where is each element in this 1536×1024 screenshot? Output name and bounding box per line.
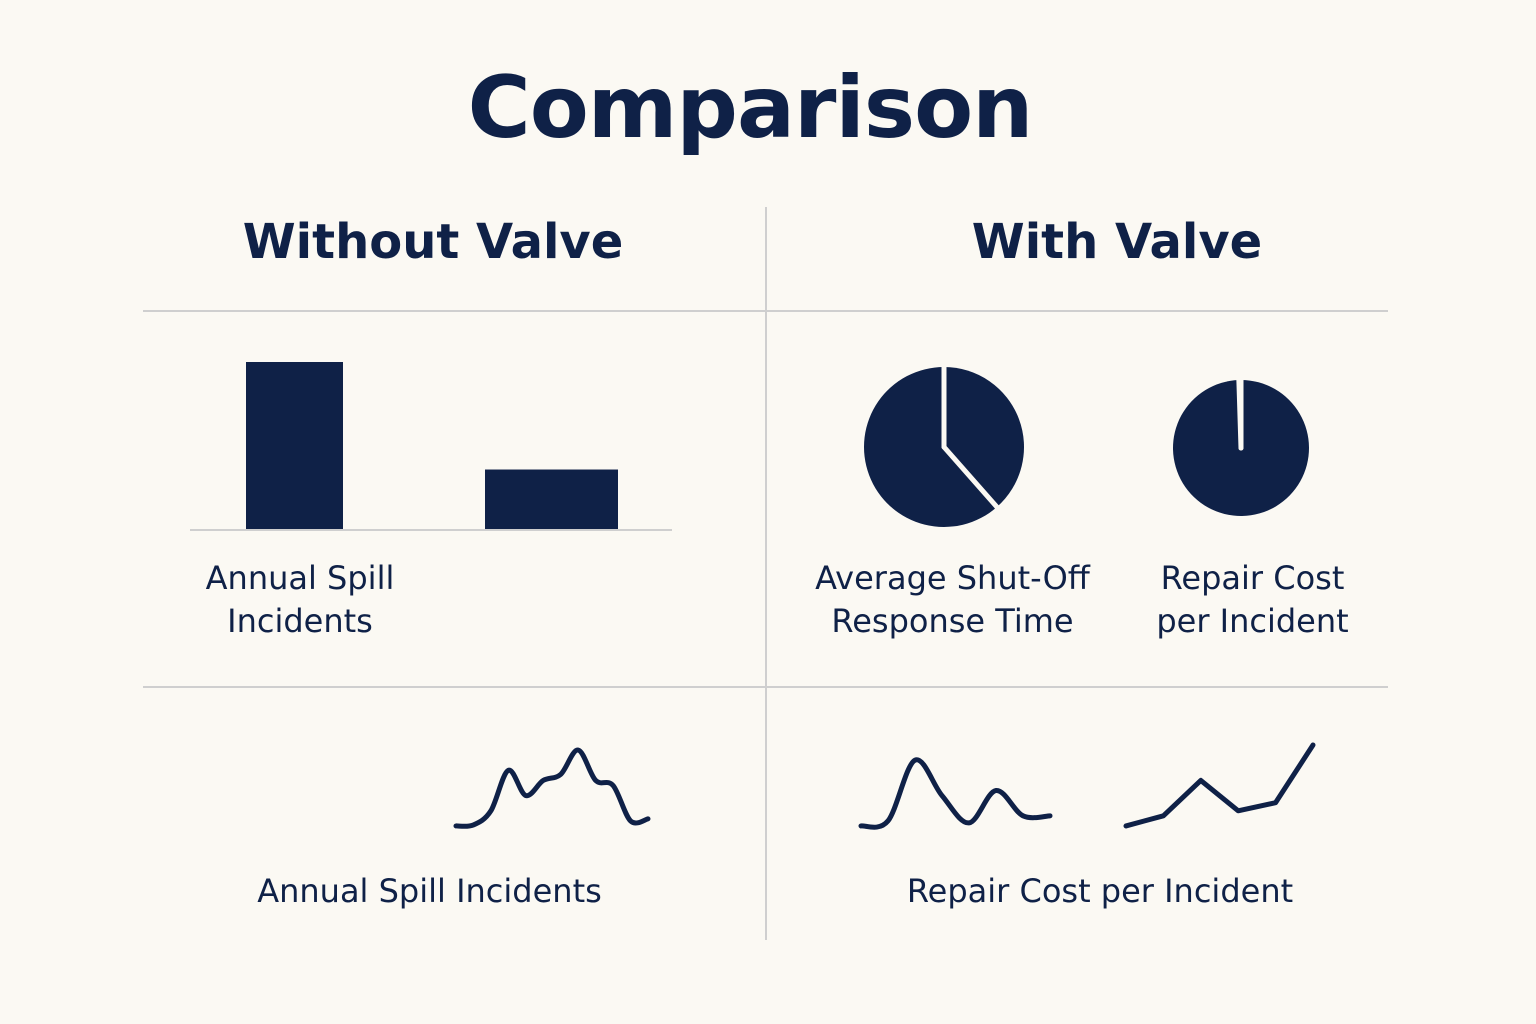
- line-series-2a: [858, 757, 1053, 830]
- bar-chart-label-line-2: Incidents: [227, 602, 373, 640]
- pie-chart-2-label-line-2: per Incident: [1156, 602, 1349, 640]
- line-chart-annual-spill-incidents: [453, 747, 651, 829]
- pie-chart-repair-cost-per-incident: [1172, 375, 1309, 516]
- pie-1-slice-1: [944, 367, 1024, 508]
- bar-chart-label: Annual Spill Incidents: [150, 557, 450, 643]
- pie-chart-2-label-line-1: Repair Cost: [1160, 559, 1345, 597]
- pie-1-slice-2: [863, 367, 997, 527]
- page-title: Comparison: [467, 58, 1034, 158]
- pie-chart-average-shut-off-response-time: [863, 362, 1024, 527]
- line-chart-2-label: Repair Cost per Incident: [906, 872, 1294, 910]
- line-series-2b: [1123, 742, 1316, 829]
- without-valve-heading: Without Valve: [242, 214, 624, 270]
- line-chart-1-label: Annual Spill Incidents: [257, 872, 602, 910]
- with-valve-heading: With Valve: [971, 214, 1263, 270]
- pie-chart-1-label-line-1: Average Shut-Off: [815, 559, 1090, 597]
- pie-2-separator-2: [1236, 375, 1244, 451]
- bar-2: [485, 469, 618, 530]
- pie-chart-1-label-line-2: Response Time: [831, 602, 1074, 640]
- bar-chart-label-line-1: Annual Spill: [205, 559, 395, 597]
- bar-chart-annual-spill-incidents: [190, 362, 672, 531]
- line-series-1: [453, 747, 651, 829]
- line-chart-repair-cost-per-incident: [858, 742, 1316, 830]
- pie-chart-1-label: Average Shut-Off Response Time: [800, 557, 1105, 643]
- bar-1: [246, 362, 343, 530]
- pie-1-separator-2: [941, 444, 1001, 512]
- pie-chart-2-label: Repair Cost per Incident: [1140, 557, 1365, 643]
